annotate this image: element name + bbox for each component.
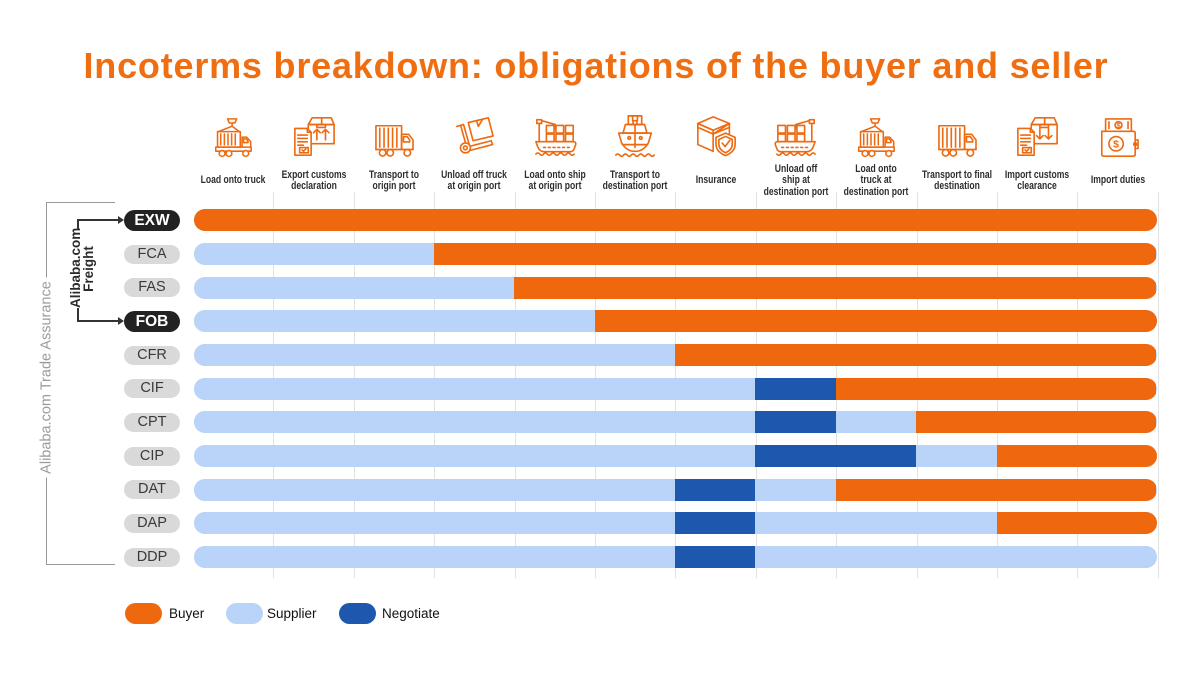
svg-text:$: $ bbox=[1113, 139, 1119, 151]
svg-text:$: $ bbox=[1116, 121, 1121, 130]
